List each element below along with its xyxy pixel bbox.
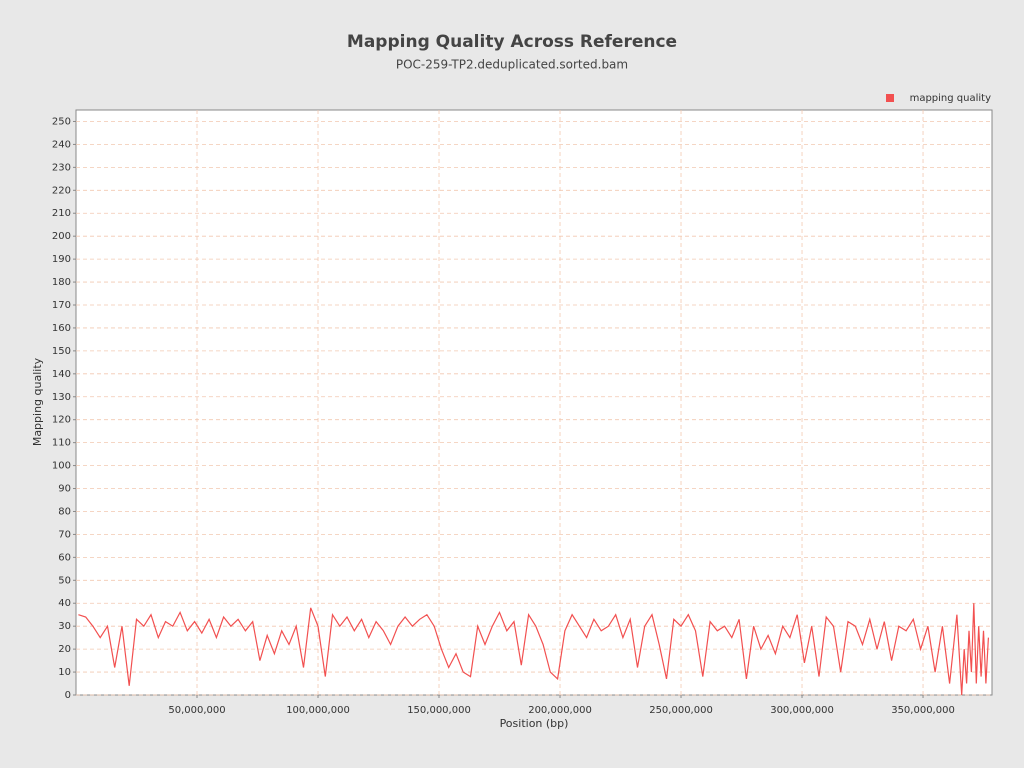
- y-tick-label: 180: [52, 277, 71, 288]
- y-tick-label: 170: [52, 300, 71, 311]
- y-tick-label: 230: [52, 162, 71, 173]
- y-tick-label: 250: [52, 116, 71, 127]
- y-axis-label: Mapping quality: [31, 357, 44, 446]
- y-tick-label: 120: [52, 415, 71, 426]
- y-tick-label: 130: [52, 392, 71, 403]
- y-tick-label: 70: [58, 529, 71, 540]
- legend-label: mapping quality: [910, 93, 991, 104]
- x-axis-label: Position (bp): [500, 717, 569, 730]
- y-tick-label: 50: [58, 575, 71, 586]
- y-tick-label: 0: [65, 690, 71, 701]
- y-tick-label: 110: [52, 438, 71, 449]
- x-tick-label: 200,000,000: [528, 705, 592, 716]
- x-tick-label: 100,000,000: [286, 705, 350, 716]
- y-tick-label: 240: [52, 139, 71, 150]
- x-tick-label: 350,000,000: [891, 705, 955, 716]
- chart-subtitle: POC-259-TP2.deduplicated.sorted.bam: [396, 58, 628, 72]
- y-tick-label: 90: [58, 484, 71, 495]
- y-tick-label: 190: [52, 254, 71, 265]
- x-tick-label: 300,000,000: [770, 705, 834, 716]
- y-tick-label: 210: [52, 208, 71, 219]
- y-tick-label: 30: [58, 621, 71, 632]
- y-tick-label: 10: [58, 667, 71, 678]
- y-tick-label: 150: [52, 346, 71, 357]
- y-tick-label: 60: [58, 552, 71, 563]
- y-tick-label: 100: [52, 461, 71, 472]
- y-tick-label: 80: [58, 506, 71, 517]
- y-tick-label: 20: [58, 644, 71, 655]
- y-tick-label: 40: [58, 598, 71, 609]
- y-tick-label: 200: [52, 231, 71, 242]
- x-tick-label: 50,000,000: [168, 705, 225, 716]
- y-tick-label: 220: [52, 185, 71, 196]
- data-line: [78, 603, 989, 696]
- y-tick-label: 140: [52, 369, 71, 380]
- x-tick-label: 250,000,000: [649, 705, 713, 716]
- y-tick-label: 160: [52, 323, 71, 334]
- legend-swatch: [886, 94, 894, 102]
- chart-title: Mapping Quality Across Reference: [347, 32, 677, 52]
- x-tick-label: 150,000,000: [407, 705, 471, 716]
- plot-area: [75, 109, 993, 696]
